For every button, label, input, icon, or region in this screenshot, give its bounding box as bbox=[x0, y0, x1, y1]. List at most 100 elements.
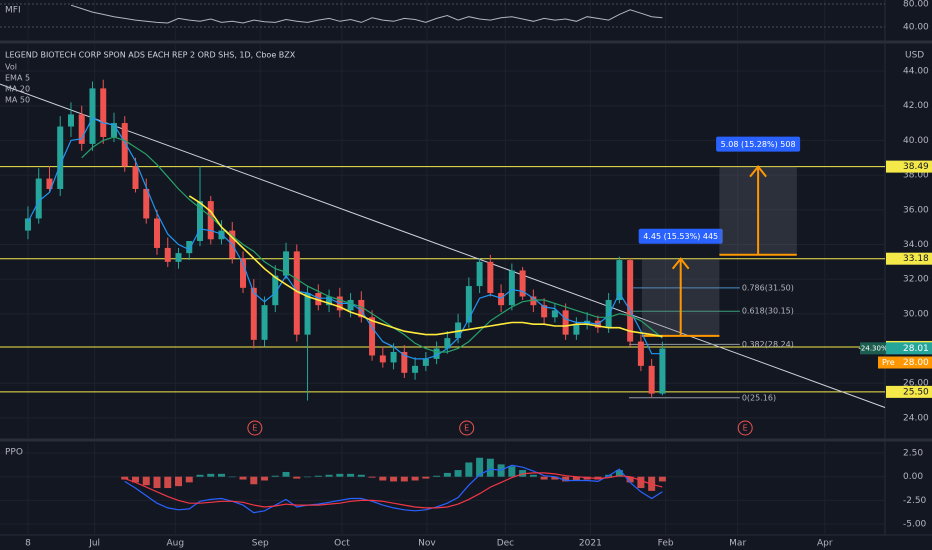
histogram-bar bbox=[368, 476, 376, 478]
candle-body bbox=[272, 275, 279, 306]
measure-label-bg bbox=[716, 136, 801, 152]
candle-body bbox=[132, 166, 139, 189]
histogram-bar bbox=[465, 462, 473, 477]
candle-body bbox=[89, 88, 96, 144]
level-tag-label: 33.18 bbox=[903, 254, 929, 264]
y-tick-label: 26.00 bbox=[903, 379, 929, 389]
candle-body bbox=[487, 261, 494, 294]
candle-body bbox=[573, 324, 580, 335]
histogram-bar bbox=[390, 476, 398, 482]
fib-label: 0.786(31.50) bbox=[742, 283, 794, 292]
indicator-line bbox=[70, 4, 663, 24]
y-tick-label: 42.00 bbox=[903, 101, 929, 111]
candle-body bbox=[293, 251, 300, 335]
candle-body bbox=[390, 351, 397, 363]
histogram-bar bbox=[185, 476, 193, 483]
x-tick-label: Dec bbox=[497, 539, 514, 549]
candle-body bbox=[175, 253, 182, 262]
candle-body bbox=[153, 218, 160, 248]
y-tick-label: 2.50 bbox=[903, 449, 923, 459]
histogram-bar bbox=[626, 476, 634, 483]
histogram-bar bbox=[357, 474, 365, 477]
candle-body bbox=[326, 296, 333, 306]
histogram-bar bbox=[658, 476, 666, 482]
y-tick-label: 30.00 bbox=[903, 309, 929, 319]
candle-body bbox=[240, 258, 247, 288]
histogram-bar bbox=[131, 476, 139, 483]
histogram-bar bbox=[540, 476, 548, 480]
histogram-bar bbox=[411, 476, 419, 481]
x-tick-label: Apr bbox=[817, 539, 833, 549]
x-tick-label: 2021 bbox=[579, 539, 602, 549]
candle-body bbox=[659, 348, 666, 394]
histogram-bar bbox=[336, 473, 344, 477]
pre-value: 28.00 bbox=[903, 358, 929, 368]
x-tick-label: Feb bbox=[658, 539, 674, 549]
indicator-line bbox=[81, 136, 663, 353]
histogram-bar bbox=[562, 476, 570, 482]
histogram-bar bbox=[422, 476, 430, 479]
earnings-marker bbox=[737, 420, 753, 436]
candle-body bbox=[315, 293, 322, 306]
histogram-bar bbox=[476, 457, 484, 477]
symbol-title: LEGEND BIOTECH CORP SPON ADS EACH REP 2 … bbox=[5, 51, 296, 60]
legend-item: EMA 5 bbox=[5, 74, 30, 83]
level-tag bbox=[886, 252, 932, 265]
x-tick-label: Aug bbox=[166, 539, 184, 549]
candle-body bbox=[283, 251, 290, 276]
y-tick-label: 0.00 bbox=[903, 472, 923, 482]
legend-item: Vol bbox=[5, 63, 17, 72]
candle-body bbox=[143, 188, 150, 219]
y-tick-label: 34.00 bbox=[903, 240, 929, 250]
candle-body bbox=[562, 310, 569, 335]
x-tick-label: Mar bbox=[729, 539, 746, 549]
measure-arrowhead bbox=[749, 165, 767, 178]
candle-body bbox=[444, 338, 451, 349]
candle-body bbox=[24, 218, 31, 231]
x-tick-label: Sep bbox=[252, 539, 269, 549]
histogram-bar bbox=[271, 475, 279, 477]
histogram-bar bbox=[551, 476, 559, 480]
candle-body bbox=[35, 178, 42, 219]
change-label: -24.30% bbox=[858, 344, 888, 352]
fib-label: 0(25.16) bbox=[742, 393, 776, 402]
candle-body bbox=[498, 293, 505, 306]
histogram-bar bbox=[400, 476, 408, 482]
y-tick-label: -2.50 bbox=[903, 496, 927, 506]
pane-title: MFI bbox=[5, 6, 21, 16]
histogram-bar bbox=[261, 476, 269, 481]
candle-body bbox=[46, 178, 53, 189]
histogram-bar bbox=[508, 466, 516, 477]
candle-body bbox=[250, 287, 257, 340]
histogram-bar bbox=[433, 475, 441, 477]
candle-body bbox=[530, 296, 537, 306]
earnings-marker bbox=[459, 420, 475, 436]
histogram-bar bbox=[486, 458, 494, 477]
candle-body bbox=[465, 286, 472, 323]
earnings-label: E bbox=[252, 424, 257, 433]
histogram-bar bbox=[228, 476, 236, 478]
histogram-bar bbox=[615, 470, 623, 477]
histogram-bar bbox=[325, 474, 333, 477]
x-tick-label: Nov bbox=[418, 539, 436, 549]
candle-body bbox=[121, 123, 128, 167]
candle-body bbox=[605, 299, 612, 328]
measure-label: 4.45 (15.53%) 445 bbox=[643, 232, 718, 241]
candle-body bbox=[347, 299, 354, 311]
x-tick-label: Oct bbox=[334, 539, 350, 549]
legend-item: MA 20 bbox=[5, 85, 30, 94]
histogram-bar bbox=[207, 473, 215, 477]
candle-body bbox=[412, 365, 419, 373]
last-price-label: 28.01 bbox=[903, 344, 929, 354]
y-tick-label: 32.00 bbox=[903, 275, 929, 285]
last-price-tag bbox=[886, 342, 932, 355]
y-tick-label: 38.00 bbox=[903, 171, 929, 181]
y-tick-label: 40.00 bbox=[903, 23, 929, 33]
histogram-bar bbox=[443, 472, 451, 477]
legend-item: MA 50 bbox=[5, 96, 30, 105]
histogram-bar bbox=[293, 476, 301, 479]
candle-body bbox=[508, 270, 515, 306]
histogram-bar bbox=[454, 470, 462, 477]
